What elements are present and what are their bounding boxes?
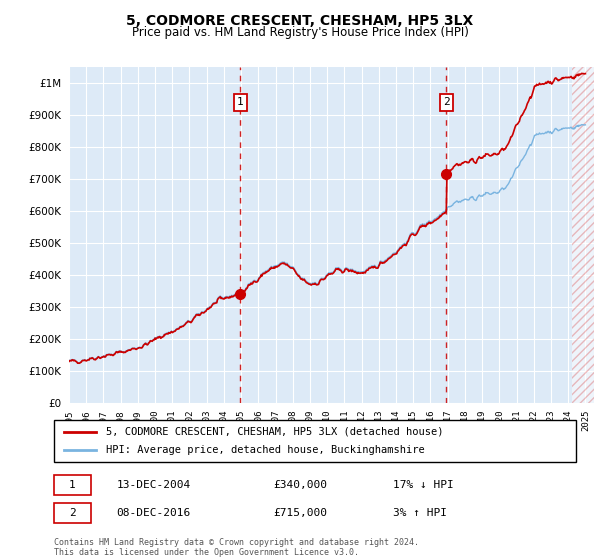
- Text: HPI: Average price, detached house, Buckinghamshire: HPI: Average price, detached house, Buck…: [106, 445, 425, 455]
- Text: 2: 2: [443, 97, 449, 108]
- FancyBboxPatch shape: [54, 503, 91, 522]
- FancyBboxPatch shape: [54, 420, 576, 462]
- Text: Contains HM Land Registry data © Crown copyright and database right 2024.
This d: Contains HM Land Registry data © Crown c…: [54, 538, 419, 557]
- Text: 5, CODMORE CRESCENT, CHESHAM, HP5 3LX (detached house): 5, CODMORE CRESCENT, CHESHAM, HP5 3LX (d…: [106, 427, 444, 437]
- Text: 3% ↑ HPI: 3% ↑ HPI: [394, 508, 448, 518]
- Bar: [572, 67, 596, 403]
- Bar: [572, 67, 596, 403]
- Text: 08-DEC-2016: 08-DEC-2016: [116, 508, 191, 518]
- Text: £340,000: £340,000: [273, 480, 327, 490]
- Text: 1: 1: [237, 97, 244, 108]
- Text: 1: 1: [69, 480, 76, 490]
- Text: £715,000: £715,000: [273, 508, 327, 518]
- Text: Price paid vs. HM Land Registry's House Price Index (HPI): Price paid vs. HM Land Registry's House …: [131, 26, 469, 39]
- Text: 5, CODMORE CRESCENT, CHESHAM, HP5 3LX: 5, CODMORE CRESCENT, CHESHAM, HP5 3LX: [127, 14, 473, 28]
- Text: 17% ↓ HPI: 17% ↓ HPI: [394, 480, 454, 490]
- Text: 13-DEC-2004: 13-DEC-2004: [116, 480, 191, 490]
- FancyBboxPatch shape: [54, 475, 91, 494]
- Text: 2: 2: [69, 508, 76, 518]
